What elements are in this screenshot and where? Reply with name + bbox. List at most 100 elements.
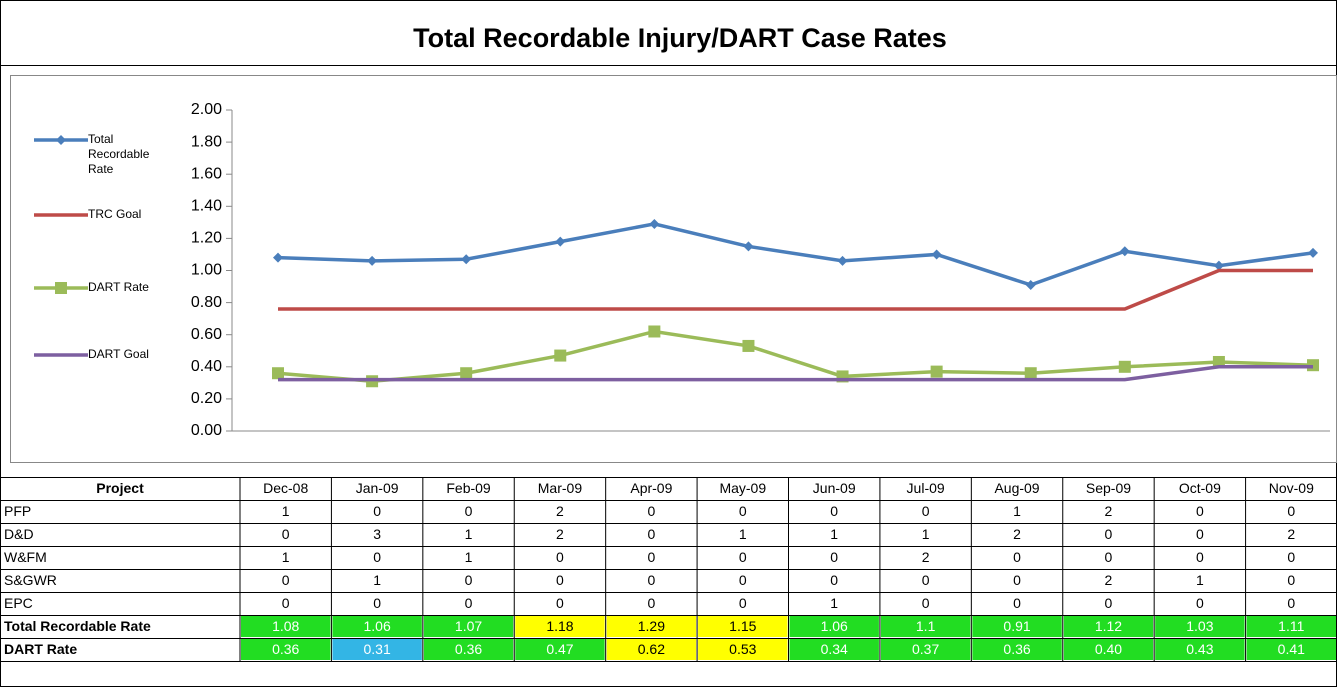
series-line: [277, 222, 1314, 287]
marker: [460, 367, 473, 380]
y-tick-label: 0.80: [191, 294, 222, 311]
series-line: [277, 329, 1314, 384]
table-cell-bg: [880, 639, 971, 660]
table-cell: 0: [739, 595, 747, 611]
legend-marker: [56, 135, 66, 145]
table-cell: 0: [1287, 549, 1295, 565]
table-cell: 2: [922, 549, 930, 565]
table-cell: 0: [1105, 595, 1113, 611]
table-cell: 0: [1287, 572, 1295, 588]
y-tick-label: 0.20: [191, 390, 222, 407]
table-cell: 1: [739, 526, 747, 542]
table-cell-bg: [332, 639, 422, 660]
table-cell-bg: [241, 616, 331, 637]
table-cell: Oct-09: [1179, 480, 1221, 496]
table-cell: 0.36: [455, 641, 482, 657]
marker: [648, 325, 661, 338]
table-cell: 0: [739, 549, 747, 565]
table-cell: 0: [1287, 503, 1295, 519]
table-cell: 0: [1196, 549, 1204, 565]
table-cell: 1: [465, 526, 473, 542]
table-cell: 0: [373, 595, 381, 611]
y-tick-label: 0.60: [191, 326, 222, 343]
marker: [1308, 247, 1318, 258]
table-cell-bg: [423, 639, 514, 660]
table-cell: 1: [465, 549, 473, 565]
table-cell: 0.91: [1003, 618, 1030, 634]
table-cell: 0: [282, 595, 290, 611]
table-cell: Apr-09: [630, 480, 672, 496]
series-line: [278, 365, 1313, 382]
table-cell: 1.08: [272, 618, 299, 634]
table-cell: 0: [1013, 549, 1021, 565]
y-tick-label: 0.40: [191, 358, 222, 375]
table-cell: 1.15: [729, 618, 756, 634]
marker: [930, 365, 943, 378]
table-cell: 0: [1196, 526, 1204, 542]
table-cell: 1: [830, 595, 838, 611]
table-cell: 0: [739, 572, 747, 588]
marker: [461, 254, 472, 265]
table-cell-bg: [1246, 639, 1336, 660]
legend-marker: [55, 282, 67, 294]
table-cell: 0: [647, 549, 655, 565]
table-cell: 1: [373, 572, 381, 588]
marker: [554, 349, 567, 362]
marker: [367, 255, 378, 266]
table-cell: 0: [465, 595, 473, 611]
table-cell-bg: [698, 616, 788, 637]
table-cell: May-09: [719, 480, 766, 496]
table-cell: 1: [1196, 572, 1204, 588]
table-cell: 0: [1013, 595, 1021, 611]
table-cell: 1.06: [821, 618, 848, 634]
chart-title: Total Recordable Injury/DART Case Rates: [413, 23, 947, 53]
table-cell: 0: [556, 549, 564, 565]
table-cell: 0: [647, 572, 655, 588]
table-cell: Jul-09: [907, 480, 945, 496]
table-cell: 0: [556, 595, 564, 611]
table-cell: Dec-08: [263, 480, 308, 496]
table-cell: Mar-09: [538, 480, 583, 496]
table-cell: 0: [647, 595, 655, 611]
table-cell: 1.07: [455, 618, 482, 634]
table-cell: 0: [922, 503, 930, 519]
marker: [1213, 260, 1224, 271]
table-cell: 0.36: [272, 641, 299, 657]
table-cell: 0.36: [1003, 641, 1030, 657]
table-cell-bg: [241, 639, 331, 660]
table-cell: 0: [922, 572, 930, 588]
table-cell: 0: [1196, 595, 1204, 611]
table-cell-bg: [698, 639, 788, 660]
marker: [272, 367, 284, 380]
table-cell: 0.53: [729, 641, 756, 657]
table-cell: 0: [465, 503, 473, 519]
y-tick-label: 1.00: [191, 262, 222, 279]
table-cell: 0: [1105, 549, 1113, 565]
table-cell: 1.29: [638, 618, 665, 634]
table-cell: 1.18: [546, 618, 573, 634]
table-cell-bg: [789, 616, 879, 637]
marker: [649, 218, 660, 229]
table-cell: 1.03: [1186, 618, 1213, 634]
table-cell-bg: [606, 616, 697, 637]
table-cell: 0.41: [1278, 641, 1305, 657]
table-cell: 2: [1287, 526, 1295, 542]
marker: [273, 252, 283, 263]
table-cell-bg: [1246, 616, 1336, 637]
table-cell: 1: [830, 526, 838, 542]
table-cell: 1: [1013, 503, 1021, 519]
table-cell: 0.62: [638, 641, 665, 657]
table-cell: Sep-09: [1086, 480, 1131, 496]
table-cell-bg: [1063, 616, 1154, 637]
legend-label: TRC Goal: [88, 207, 142, 221]
table-cell: 0: [647, 526, 655, 542]
table-cell: 2: [1105, 572, 1113, 588]
y-tick-label: 1.60: [191, 165, 222, 182]
table-cell: 0: [830, 503, 838, 519]
table-cell: 1.06: [364, 618, 391, 634]
table-cell: 0.40: [1095, 641, 1122, 657]
y-tick-label: 2.00: [191, 101, 222, 118]
legend-label: DART Rate: [88, 280, 149, 294]
table-cell: 0.34: [821, 641, 848, 657]
